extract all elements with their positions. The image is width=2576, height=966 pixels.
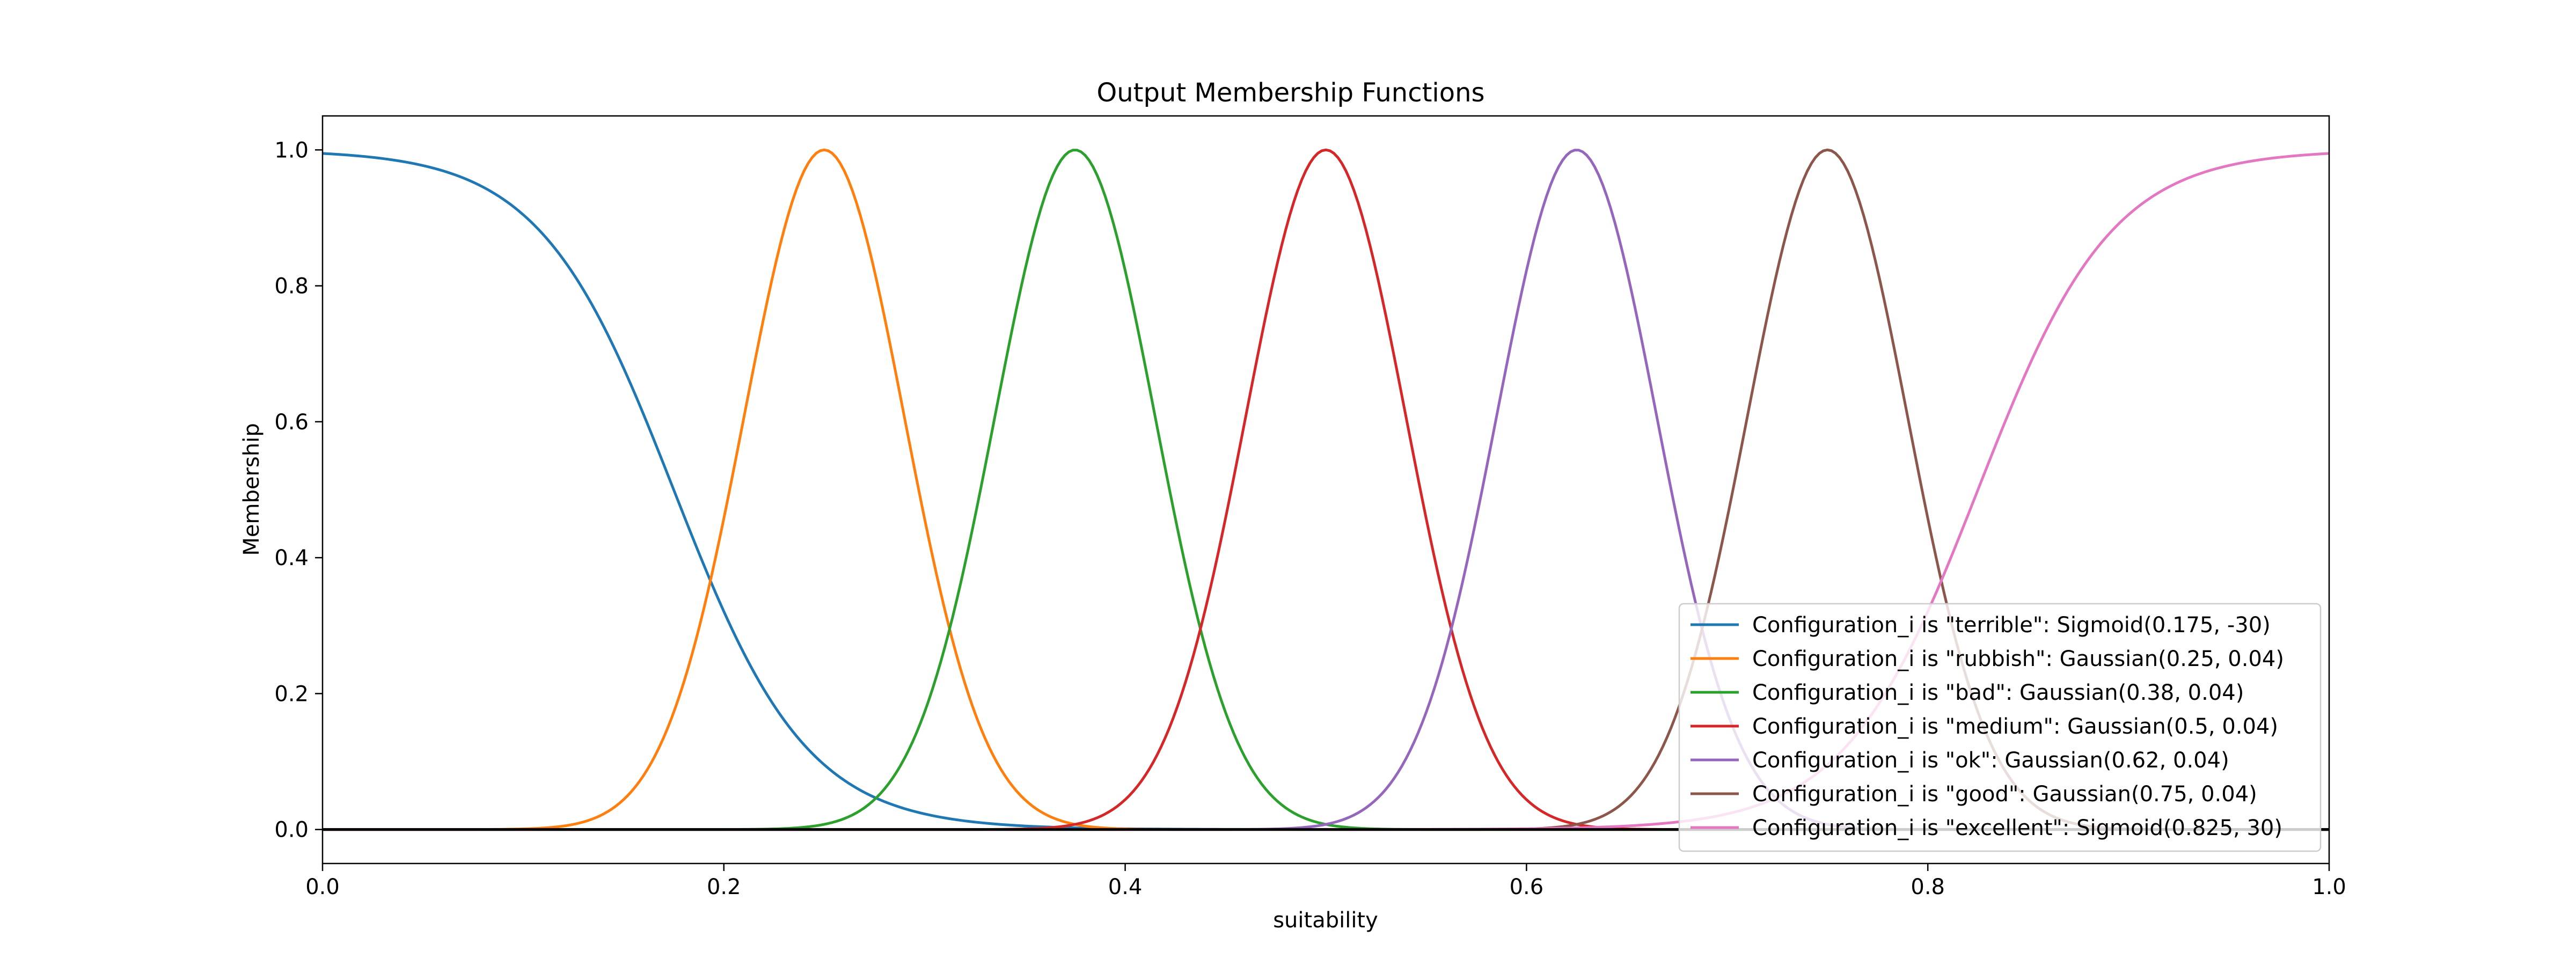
x-tick-label: 0.2 [707,875,741,899]
legend-label-0: Configuration_i is "terrible": Sigmoid(0… [1752,613,2271,638]
legend-label-4: Configuration_i is "ok": Gaussian(0.62, … [1752,748,2229,773]
legend: Configuration_i is "terrible": Sigmoid(0… [1678,603,2322,852]
x-axis: 0.0 0.2 0.4 0.6 0.8 1.0 [305,863,2346,899]
y-axis: 0.0 0.2 0.4 0.6 0.8 1.0 [274,138,323,843]
series-lines [323,148,2329,831]
plot-frame [321,115,2330,865]
x-axis-label: suitability [1273,908,1378,933]
legend-label-6: Configuration_i is "excellent": Sigmoid(… [1752,816,2282,840]
y-tick-label: 0.2 [274,682,309,706]
legend-label-1: Configuration_i is "rubbish": Gaussian(0… [1752,647,2284,671]
legend-label-2: Configuration_i is "bad": Gaussian(0.38,… [1752,680,2244,705]
plot-area [321,115,2330,865]
x-tick-label: 0.4 [1108,875,1143,899]
y-tick-label: 0.8 [274,274,309,299]
legend-label-3: Configuration_i is "medium": Gaussian(0.… [1752,714,2278,739]
y-tick-label: 0.0 [274,818,309,843]
legend-box [1678,603,2322,852]
y-axis-label: Membership [239,423,264,555]
y-tick-label: 0.6 [274,410,309,435]
x-tick-label: 0.6 [1510,875,1544,899]
chart-title: Output Membership Functions [1096,78,1484,108]
x-tick-label: 0.8 [1911,875,1945,899]
x-tick-label: 1.0 [2312,875,2346,899]
y-tick-label: 0.4 [274,546,309,570]
legend-label-5: Configuration_i is "good": Gaussian(0.75… [1752,782,2257,807]
x-tick-label: 0.0 [305,875,340,899]
y-tick-label: 1.0 [274,138,309,163]
